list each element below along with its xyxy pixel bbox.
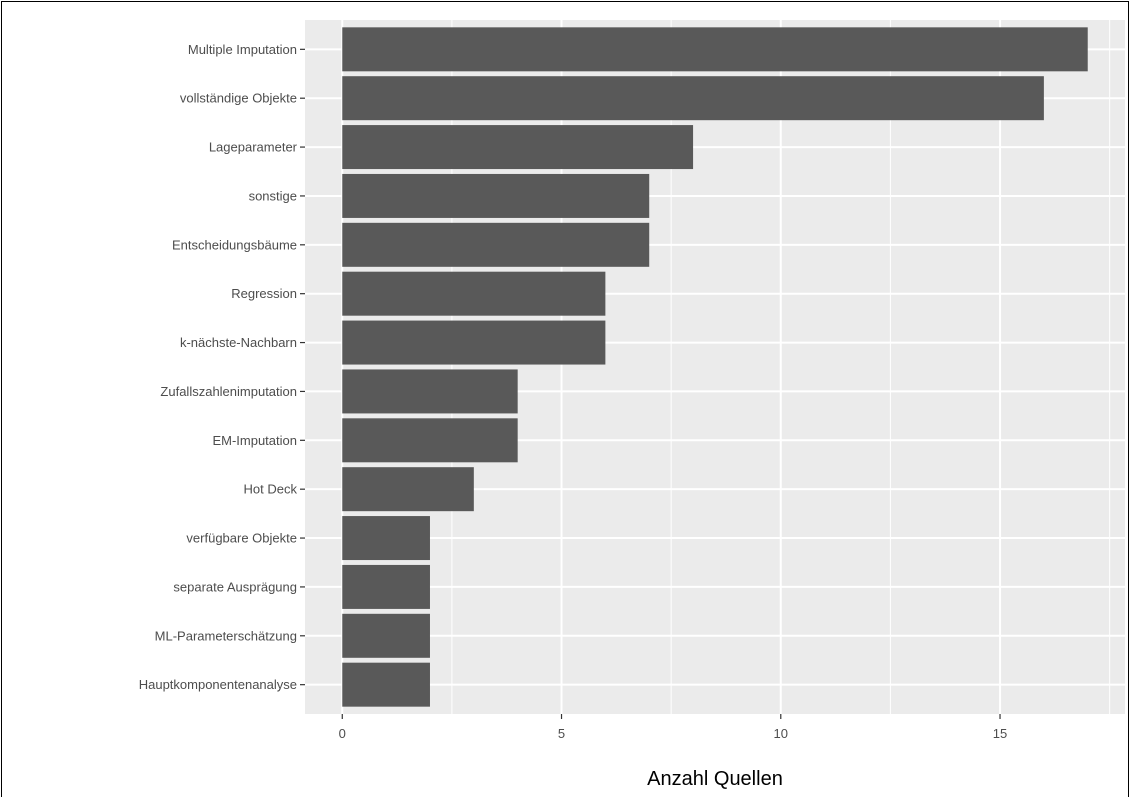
- bar: [342, 662, 430, 707]
- bars: [342, 27, 1088, 707]
- category-label: ML-Parameterschätzung: [155, 628, 297, 643]
- bar: [342, 613, 430, 658]
- category-label: Hauptkomponentenanalyse: [139, 677, 297, 692]
- bar: [342, 516, 430, 561]
- bar: [342, 418, 518, 463]
- category-label: Regression: [231, 286, 297, 301]
- bar: [342, 271, 606, 316]
- x-axis: 0 5 10 15: [339, 714, 1007, 741]
- category-label: separate Ausprägung: [173, 579, 297, 594]
- category-label: Zufallszahlenimputation: [160, 384, 297, 399]
- category-label: k-nächste-Nachbarn: [180, 335, 297, 350]
- category-label: vollständige Objekte: [180, 91, 297, 106]
- category-label: Multiple Imputation: [188, 42, 297, 57]
- x-tick-label: 0: [339, 726, 346, 741]
- x-tick-label: 5: [558, 726, 565, 741]
- bar: [342, 564, 430, 609]
- category-label: Entscheidungsbäume: [172, 237, 297, 252]
- bar: [342, 125, 694, 170]
- bar: [342, 173, 650, 218]
- bar: [342, 320, 606, 365]
- x-tick-label: 15: [993, 726, 1007, 741]
- x-axis-title: Anzahl Quellen: [647, 768, 783, 790]
- bar: [342, 369, 518, 414]
- bar: [342, 222, 650, 267]
- plot-panel: [305, 20, 1125, 714]
- bar: [342, 27, 1088, 72]
- bar: [342, 467, 474, 512]
- x-tick-label: 10: [774, 726, 788, 741]
- category-label: Lageparameter: [209, 140, 298, 155]
- category-label: sonstige: [249, 188, 297, 203]
- category-label: EM-Imputation: [212, 433, 297, 448]
- category-label: verfügbare Objekte: [186, 531, 297, 546]
- bar: [342, 76, 1044, 121]
- y-axis: Multiple Imputation vollständige Objekte L…: [139, 42, 305, 692]
- category-label: Hot Deck: [244, 482, 298, 497]
